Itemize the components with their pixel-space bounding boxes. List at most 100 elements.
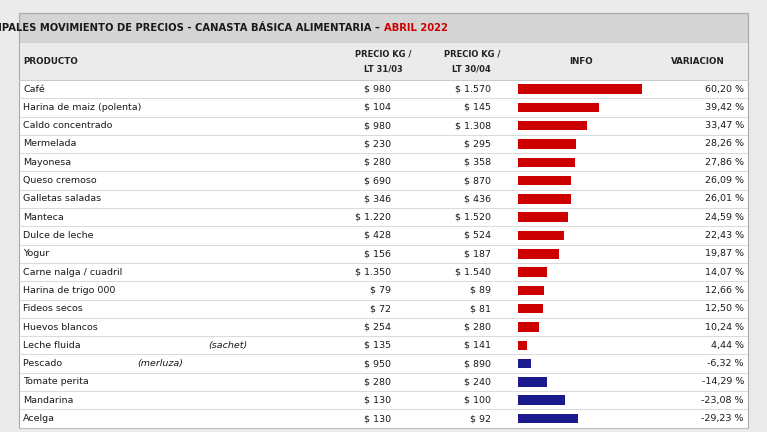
Text: 19,87 %: 19,87 % [705,249,744,258]
Text: $ 230: $ 230 [364,140,391,149]
Text: $ 980: $ 980 [364,121,391,130]
FancyBboxPatch shape [518,194,571,203]
FancyBboxPatch shape [518,103,599,112]
Text: 28,26 %: 28,26 % [705,140,744,149]
Text: -29,23 %: -29,23 % [702,414,744,423]
FancyBboxPatch shape [518,158,575,167]
Text: Mandarina: Mandarina [23,396,74,405]
Text: -6,32 %: -6,32 % [707,359,744,368]
Text: $ 145: $ 145 [464,103,491,112]
Text: $ 428: $ 428 [364,231,391,240]
FancyBboxPatch shape [518,249,558,259]
Text: Mermelada: Mermelada [23,140,77,149]
FancyBboxPatch shape [19,43,748,80]
Text: 10,24 %: 10,24 % [705,323,744,331]
Text: Harina de trigo 000: Harina de trigo 000 [23,286,115,295]
FancyBboxPatch shape [518,121,587,130]
FancyBboxPatch shape [518,176,571,185]
Text: Carne nalga / cuadril: Carne nalga / cuadril [23,267,122,276]
FancyBboxPatch shape [518,286,544,295]
Text: 26,09 %: 26,09 % [705,176,744,185]
Text: $ 1.570: $ 1.570 [455,85,491,94]
Text: $ 240: $ 240 [464,378,491,386]
Text: $ 130: $ 130 [364,414,391,423]
Text: Caldo concentrado: Caldo concentrado [23,121,113,130]
Text: 26,01 %: 26,01 % [705,194,744,203]
Text: $ 980: $ 980 [364,85,391,94]
Text: $ 295: $ 295 [464,140,491,149]
Text: $ 104: $ 104 [364,103,391,112]
Text: $ 100: $ 100 [464,396,491,405]
FancyBboxPatch shape [518,213,568,222]
Text: $ 254: $ 254 [364,323,391,331]
Text: $ 79: $ 79 [370,286,391,295]
Text: Acelga: Acelga [23,414,55,423]
Text: PRECIO KG /: PRECIO KG / [355,49,412,58]
Text: ABRIL 2022: ABRIL 2022 [384,23,447,33]
FancyBboxPatch shape [518,304,544,314]
Text: Leche fluida: Leche fluida [23,341,84,350]
FancyBboxPatch shape [518,340,527,350]
Text: INFO: INFO [569,57,593,66]
Text: Dulce de leche: Dulce de leche [23,231,94,240]
Text: -14,29 %: -14,29 % [702,378,744,386]
Text: $ 436: $ 436 [464,194,491,203]
FancyBboxPatch shape [518,322,539,332]
Text: Galletas saladas: Galletas saladas [23,194,101,203]
Text: $ 1.350: $ 1.350 [355,267,391,276]
Text: $ 187: $ 187 [464,249,491,258]
Text: Mayonesa: Mayonesa [23,158,71,167]
FancyBboxPatch shape [518,359,531,368]
Text: (merluza): (merluza) [137,359,183,368]
Text: 39,42 %: 39,42 % [705,103,744,112]
Text: PRODUCTO: PRODUCTO [23,57,78,66]
Text: $ 870: $ 870 [464,176,491,185]
Text: Huevos blancos: Huevos blancos [23,323,97,331]
FancyBboxPatch shape [518,414,578,423]
FancyBboxPatch shape [518,84,642,94]
Text: $ 524: $ 524 [464,231,491,240]
Text: Café: Café [23,85,44,94]
FancyBboxPatch shape [518,139,576,149]
Text: VARIACION: VARIACION [671,57,725,66]
Text: -23,08 %: -23,08 % [702,396,744,405]
Text: LT 30/04: LT 30/04 [453,65,491,74]
Text: $ 690: $ 690 [364,176,391,185]
Text: $ 1.540: $ 1.540 [455,267,491,276]
FancyBboxPatch shape [518,377,547,387]
Text: $ 1.520: $ 1.520 [455,213,491,222]
Text: $ 72: $ 72 [370,304,391,313]
Text: $ 89: $ 89 [470,286,491,295]
Text: Yogur: Yogur [23,249,49,258]
Text: $ 280: $ 280 [364,378,391,386]
Text: LT 31/03: LT 31/03 [364,65,403,74]
Text: $ 1.220: $ 1.220 [355,213,391,222]
Text: $ 1.308: $ 1.308 [455,121,491,130]
FancyBboxPatch shape [19,13,748,43]
Text: $ 358: $ 358 [464,158,491,167]
FancyBboxPatch shape [19,80,748,428]
Text: 24,59 %: 24,59 % [705,213,744,222]
Text: $ 280: $ 280 [364,158,391,167]
Text: PRECIO KG /: PRECIO KG / [443,49,500,58]
Text: $ 156: $ 156 [364,249,391,258]
Text: (sachet): (sachet) [209,341,248,350]
Text: Harina de maiz (polenta): Harina de maiz (polenta) [23,103,141,112]
Text: Tomate perita: Tomate perita [23,378,89,386]
Text: Queso cremoso: Queso cremoso [23,176,97,185]
Text: 12,50 %: 12,50 % [705,304,744,313]
Text: $ 280: $ 280 [464,323,491,331]
Text: PRINCIPALES MOVIMIENTO DE PRECIOS - CANASTA BÁSICA ALIMENTARIA –: PRINCIPALES MOVIMIENTO DE PRECIOS - CANA… [0,23,384,33]
Text: $ 950: $ 950 [364,359,391,368]
Text: 22,43 %: 22,43 % [705,231,744,240]
Text: 33,47 %: 33,47 % [705,121,744,130]
Text: 14,07 %: 14,07 % [705,267,744,276]
Text: $ 141: $ 141 [464,341,491,350]
Text: Fideos secos: Fideos secos [23,304,83,313]
Text: Manteca: Manteca [23,213,64,222]
Text: $ 130: $ 130 [364,396,391,405]
Text: $ 81: $ 81 [470,304,491,313]
Text: 27,86 %: 27,86 % [705,158,744,167]
Text: Pescado: Pescado [23,359,65,368]
Text: $ 346: $ 346 [364,194,391,203]
